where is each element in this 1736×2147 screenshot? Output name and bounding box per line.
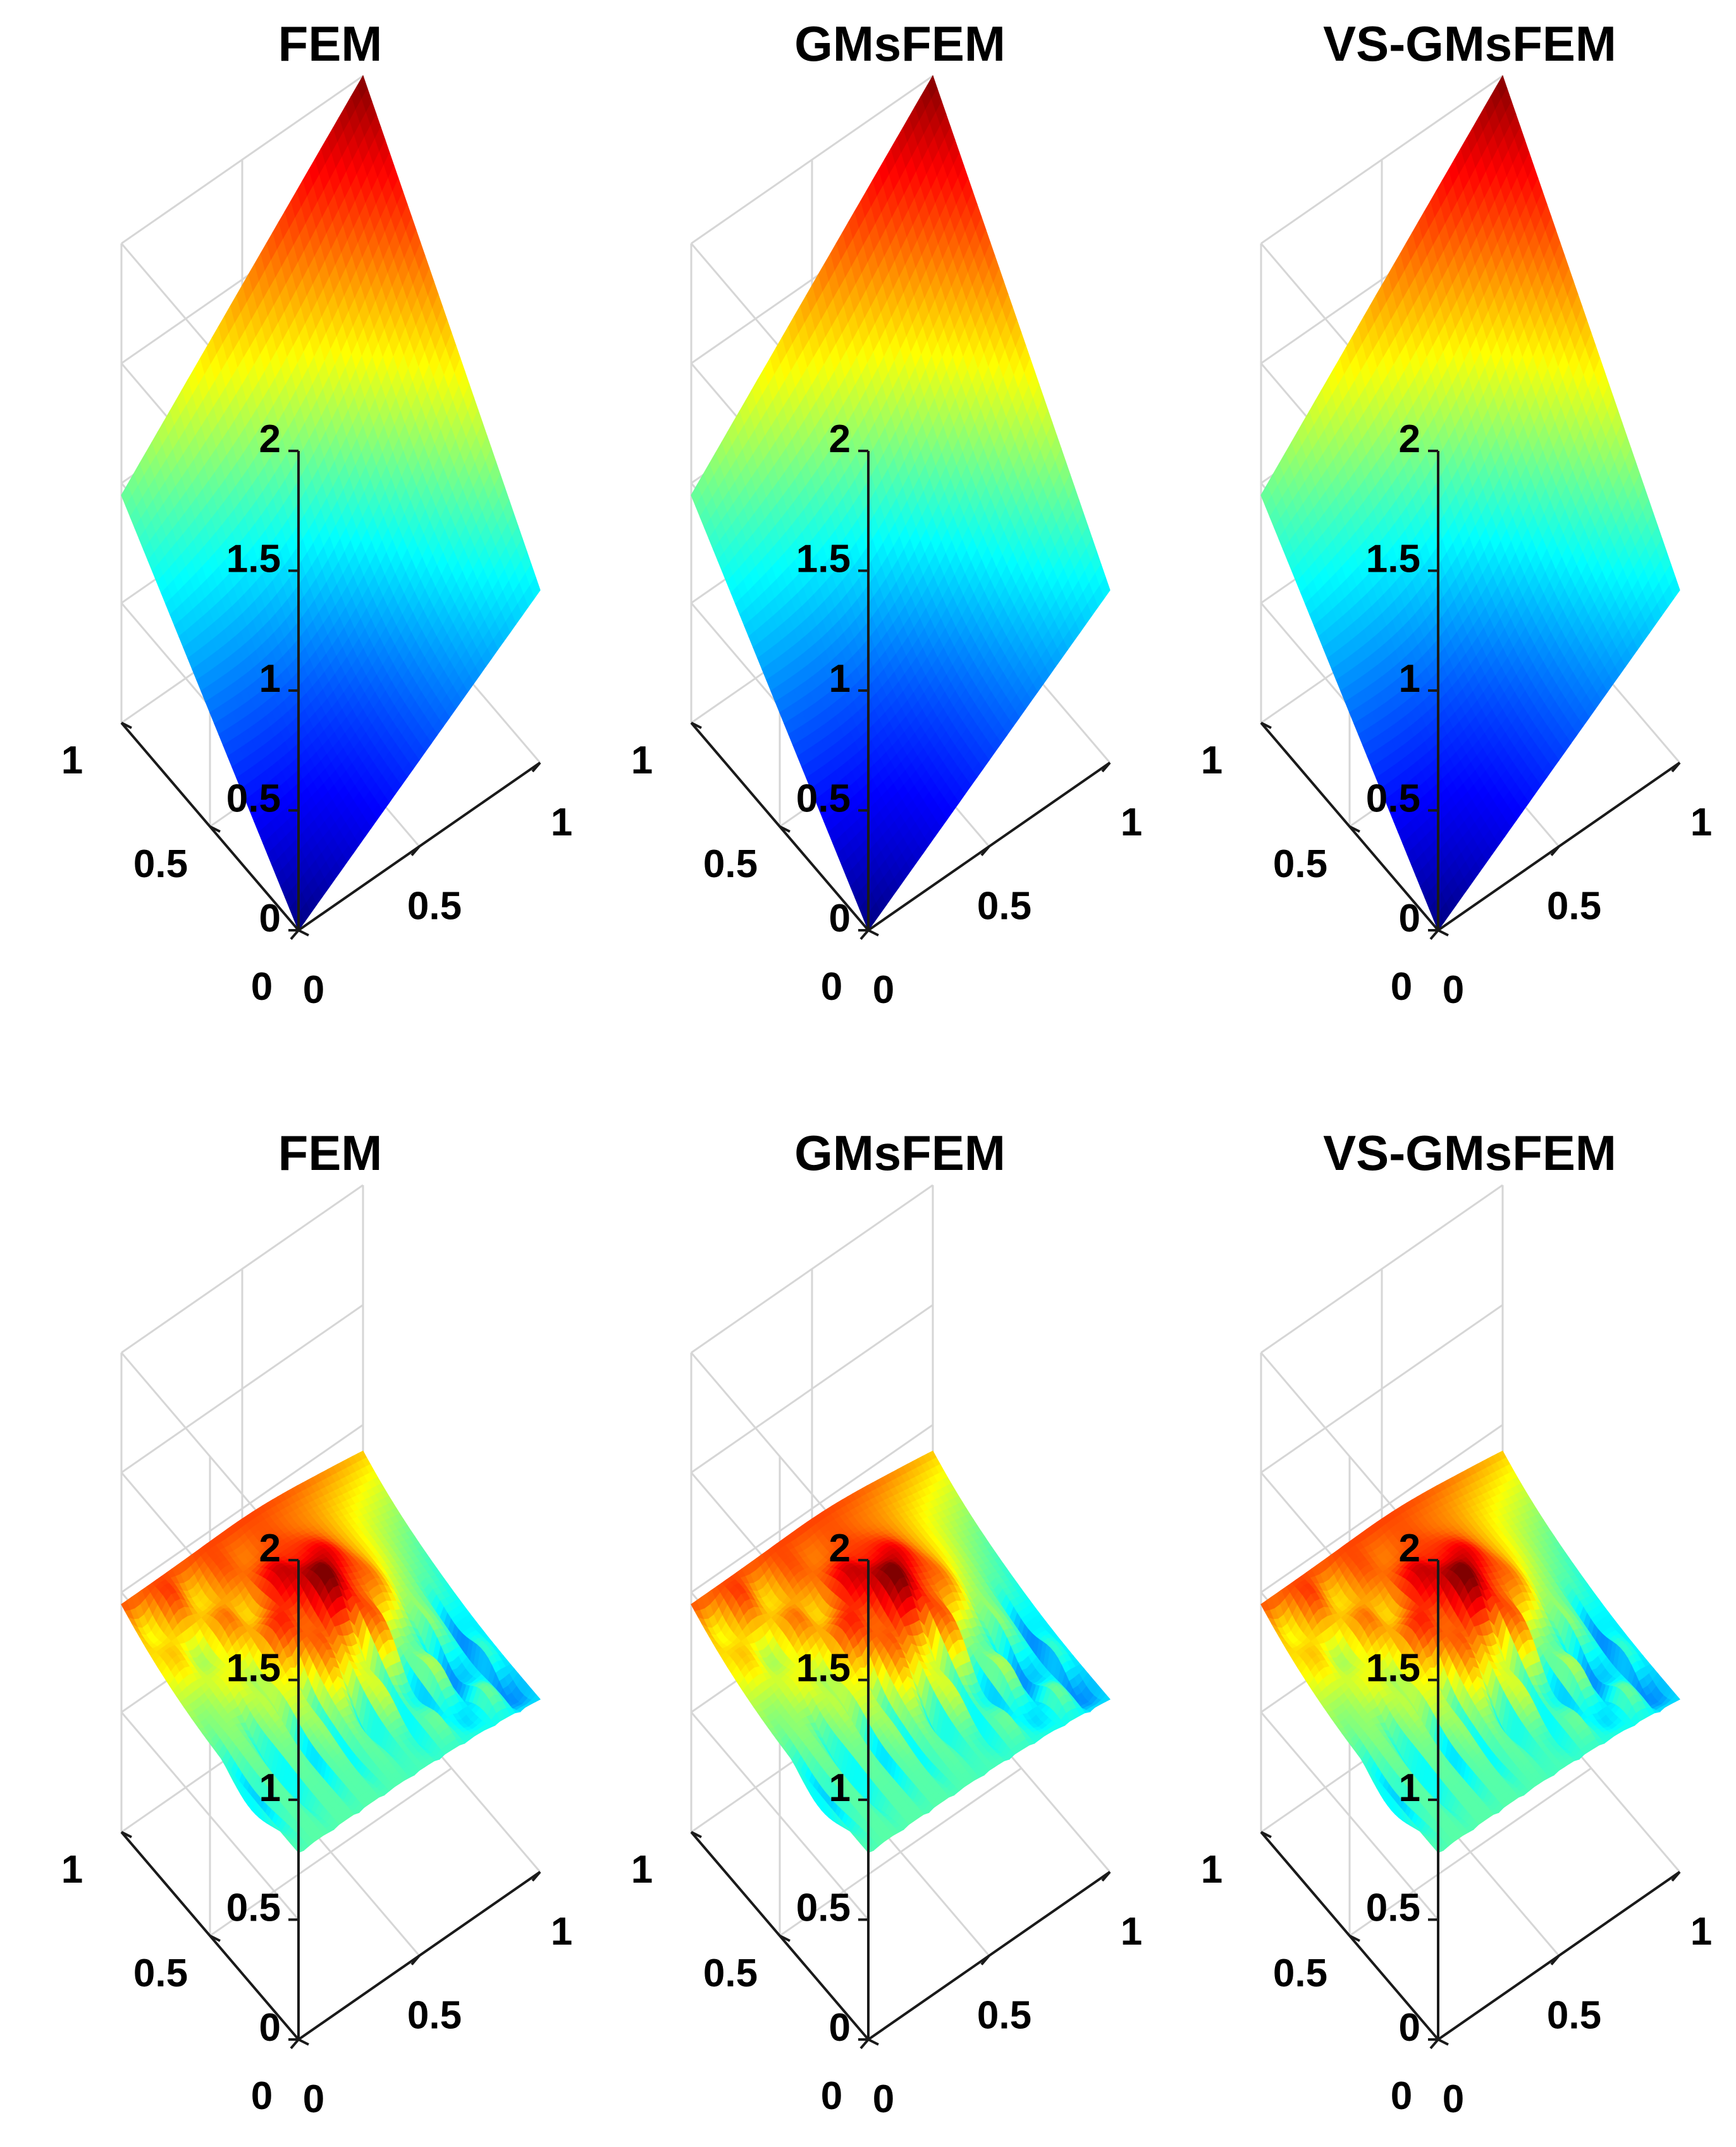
x-tick-label: 1	[1121, 801, 1142, 844]
z-tick-label: 0	[259, 897, 281, 940]
z-tick-label: 1	[1399, 657, 1420, 701]
panel-1: 0 0.5 1 1.5 2 0 0.5 1 0 0.5 1 FEM	[61, 16, 572, 1012]
z-tick-label: 2	[1399, 417, 1420, 461]
z-tick-label: 1	[259, 657, 281, 701]
surface-FEM	[121, 75, 541, 932]
z-tick-label: 0.5	[796, 777, 851, 821]
z-tick-label: 1.5	[796, 538, 851, 581]
panel-title: VS-GMsFEM	[1323, 16, 1616, 71]
x-tick-label: 0	[873, 968, 894, 1012]
z-tick-label: 0.5	[226, 777, 281, 821]
z-tick-label: 1.5	[226, 538, 281, 581]
x-tick-label: 0	[1443, 968, 1464, 1012]
y-tick-label: 0	[1391, 965, 1412, 1009]
y-tick-label: 1	[1201, 739, 1222, 782]
x-tick-label: 0.5	[977, 885, 1031, 928]
z-tick-label: 1.5	[1366, 538, 1420, 581]
z-tick-label: 0.5	[1366, 777, 1420, 821]
z-tick-label: 1	[829, 657, 851, 701]
y-tick-label: 0.5	[133, 842, 188, 886]
panel-title: FEM	[278, 16, 383, 71]
y-tick-label: 0	[251, 965, 273, 1009]
y-tick-label: 1	[631, 739, 653, 782]
z-tick-label: 2	[829, 417, 851, 461]
y-tick-label: 1	[61, 739, 83, 782]
panel-title: GMsFEM	[794, 16, 1006, 71]
y-tick-label: 0.5	[703, 842, 758, 886]
x-tick-label: 0.5	[1547, 885, 1601, 928]
y-tick-label: 0.5	[1273, 842, 1327, 886]
z-tick-label: 0	[1399, 897, 1420, 940]
x-tick-label: 0.5	[407, 885, 462, 928]
x-tick-label: 1	[551, 801, 572, 844]
z-tick-label: 0	[829, 897, 851, 940]
z-tick-label: 2	[259, 417, 281, 461]
x-tick-label: 0	[303, 968, 324, 1012]
x-tick-label: 1	[1690, 801, 1712, 844]
y-tick-label: 0	[821, 965, 842, 1009]
